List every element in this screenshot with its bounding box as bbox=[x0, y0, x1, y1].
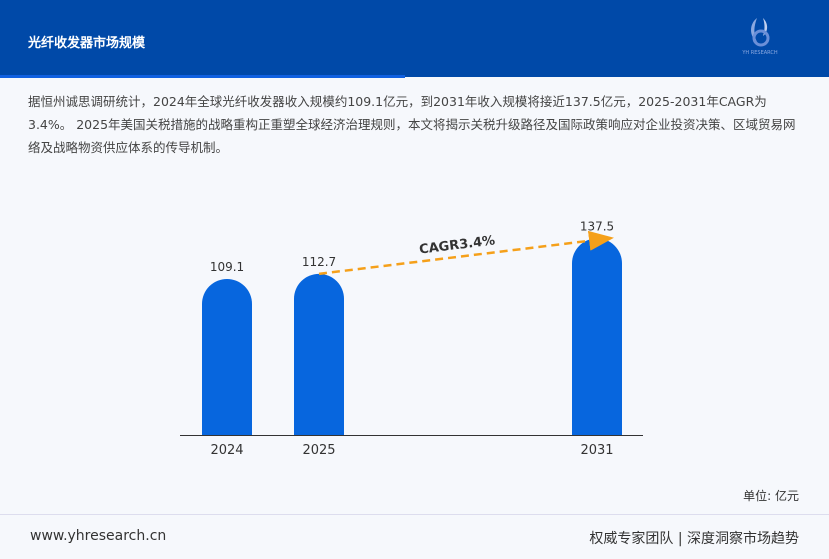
data-label-2025: 112.7 bbox=[302, 255, 336, 269]
bar-2024 bbox=[202, 278, 252, 435]
data-label-2031: 137.5 bbox=[580, 219, 614, 233]
footer-slogan: 权威专家团队 | 深度洞察市场趋势 bbox=[589, 531, 799, 547]
x-tick-2031: 2031 bbox=[580, 443, 613, 458]
svg-text:YH RESEARCH: YH RESEARCH bbox=[741, 50, 778, 56]
website-link[interactable]: www.yhresearch.cn bbox=[30, 528, 167, 544]
description-text: 据恒州诚思调研统计，2024年全球光纤收发器收入规模约109.1亿元，到2031… bbox=[28, 94, 796, 155]
page-title: 光纤收发器市场规模 bbox=[28, 36, 146, 51]
unit-label: 单位: 亿元 bbox=[743, 489, 799, 503]
x-tick-2025: 2025 bbox=[302, 443, 335, 458]
x-tick-2024: 2024 bbox=[210, 443, 243, 458]
bar-2025 bbox=[294, 273, 344, 435]
company-logo: YH RESEARCH bbox=[741, 18, 778, 56]
bar-2031 bbox=[572, 238, 622, 435]
cagr-label: CAGR3.4% bbox=[418, 233, 496, 257]
footer-divider bbox=[0, 514, 829, 515]
header-accent-bar bbox=[0, 75, 405, 78]
header-banner: 光纤收发器市场规模 YH RESEARCH bbox=[0, 0, 829, 78]
data-label-2024: 109.1 bbox=[210, 260, 244, 274]
cagr-arrow bbox=[318, 230, 614, 276]
